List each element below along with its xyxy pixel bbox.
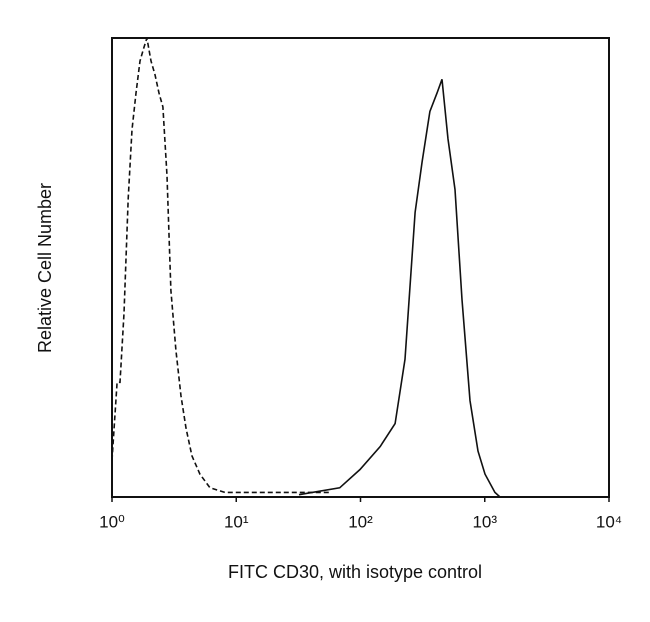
x-tick-label: 10¹ <box>224 512 249 531</box>
y-axis-label: Relative Cell Number <box>35 183 55 353</box>
x-tick-label: 10² <box>348 512 373 531</box>
x-tick-label: 10⁰ <box>99 512 125 531</box>
histogram-line <box>111 37 330 494</box>
x-axis-label: FITC CD30, with isotype control <box>228 562 482 582</box>
x-tick-label: 10³ <box>472 512 497 531</box>
x-tick-label: 10⁴ <box>596 512 622 531</box>
histogram-line <box>298 79 501 498</box>
